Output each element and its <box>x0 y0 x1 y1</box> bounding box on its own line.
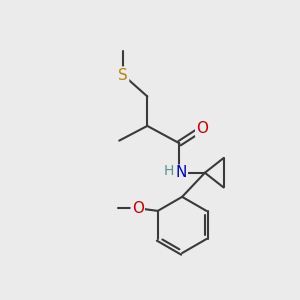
Text: O: O <box>196 121 208 136</box>
Text: S: S <box>118 68 128 82</box>
Text: H: H <box>164 164 175 178</box>
Text: O: O <box>132 201 144 216</box>
Text: N: N <box>176 165 187 180</box>
